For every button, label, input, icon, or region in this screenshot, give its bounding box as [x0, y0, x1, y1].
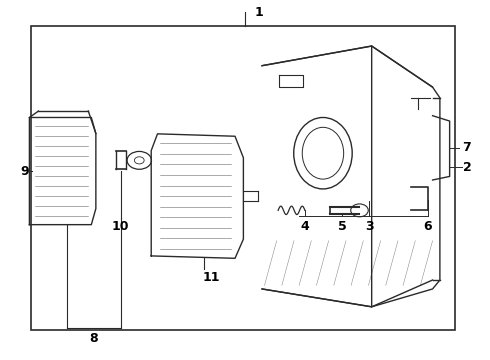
- Text: 10: 10: [112, 220, 129, 233]
- Text: 3: 3: [365, 220, 373, 233]
- Text: 8: 8: [90, 333, 98, 346]
- Text: 4: 4: [300, 220, 309, 233]
- Text: 1: 1: [255, 6, 264, 19]
- Text: 7: 7: [462, 141, 470, 154]
- Text: 6: 6: [423, 220, 432, 233]
- Text: 11: 11: [202, 271, 220, 284]
- Text: 2: 2: [463, 161, 472, 174]
- Text: 5: 5: [338, 220, 347, 233]
- Bar: [30, 26, 455, 330]
- Text: 9: 9: [21, 165, 29, 177]
